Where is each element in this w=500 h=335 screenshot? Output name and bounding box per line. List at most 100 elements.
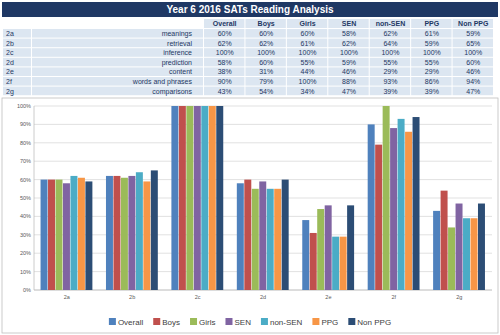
data-cell	[453, 58, 493, 67]
data-cell	[287, 48, 327, 57]
data-cell	[204, 67, 244, 76]
grid-line	[34, 106, 492, 107]
cell-value: 86%	[425, 78, 439, 85]
bar	[405, 132, 412, 290]
header-cell	[287, 19, 327, 28]
row-label: meanings	[162, 30, 193, 38]
cell-value: 29%	[425, 68, 439, 75]
grid-line	[34, 142, 492, 143]
bar	[463, 218, 470, 290]
code-cell	[3, 39, 31, 48]
column-header: Boys	[258, 20, 275, 28]
x-tick-label: 2f	[392, 294, 397, 300]
bar	[478, 204, 485, 290]
data-cell	[204, 39, 244, 48]
legend-label: Boys	[162, 318, 180, 327]
y-tick-label: 50%	[20, 195, 31, 201]
legend-item: non-SEN	[261, 318, 303, 327]
column-header: Non PPG	[458, 20, 489, 27]
data-cell	[245, 58, 285, 67]
header-cell	[411, 19, 451, 28]
header-cell	[328, 19, 368, 28]
row-label: content	[169, 68, 192, 75]
bar	[121, 178, 128, 290]
label-cell	[32, 48, 203, 57]
data-cell	[245, 39, 285, 48]
bar	[282, 180, 289, 290]
bar	[78, 178, 85, 290]
bar	[151, 170, 158, 290]
cell-value: 29%	[383, 68, 397, 75]
cell-value: 46%	[466, 68, 480, 75]
cell-value: 100%	[216, 49, 234, 56]
data-cell	[328, 87, 368, 96]
row-code: 2b	[6, 40, 14, 47]
data-cell	[245, 77, 285, 86]
data-cell	[204, 48, 244, 57]
cell-value: 59%	[425, 40, 439, 47]
cell-value: 58%	[342, 30, 356, 37]
header-cell	[245, 19, 285, 28]
y-tick-label: 10%	[20, 269, 31, 275]
legend-item: SEN	[225, 318, 251, 327]
cell-value: 43%	[218, 88, 232, 95]
bar	[347, 205, 354, 290]
row-label: inference	[163, 49, 192, 56]
data-cell	[370, 39, 410, 48]
data-cell	[411, 29, 451, 38]
data-cell	[328, 39, 368, 48]
bar	[274, 189, 281, 290]
legend-label: SEN	[234, 318, 251, 327]
code-cell	[3, 29, 31, 38]
bar	[375, 145, 382, 290]
legend-item: PPG	[312, 318, 338, 327]
cell-value: 61%	[425, 30, 439, 37]
bar	[194, 106, 201, 290]
bar	[186, 106, 193, 290]
y-tick-label: 60%	[20, 177, 31, 183]
code-cell	[3, 67, 31, 76]
cell-value: 34%	[301, 88, 315, 95]
bar	[171, 106, 178, 290]
bar	[310, 233, 317, 290]
legend-item: Girls	[190, 318, 215, 327]
data-cell	[328, 48, 368, 57]
data-cell	[411, 77, 451, 86]
chart-frame	[2, 98, 498, 333]
data-cell	[411, 48, 451, 57]
y-tick-label: 0%	[23, 287, 31, 293]
cell-value: 60%	[301, 30, 315, 37]
cell-value: 64%	[383, 40, 397, 47]
data-cell	[370, 67, 410, 76]
cell-value: 39%	[425, 88, 439, 95]
data-cell	[370, 29, 410, 38]
bar	[413, 117, 420, 290]
x-tick-label: 2e	[325, 294, 331, 300]
bar	[398, 119, 405, 290]
data-cell	[204, 29, 244, 38]
cell-value: 100%	[299, 78, 317, 85]
legend-swatch	[153, 318, 160, 325]
x-tick-label: 2g	[456, 294, 462, 300]
data-cell	[287, 67, 327, 76]
bar	[267, 189, 274, 290]
y-axis: 0%10%20%30%40%50%60%70%80%90%100%	[17, 103, 492, 293]
legend-label: Girls	[199, 318, 215, 327]
legend-swatch	[348, 318, 355, 325]
label-cell	[32, 58, 203, 67]
row-code: 2a	[6, 30, 14, 37]
cell-value: 60%	[259, 30, 273, 37]
cell-value: 62%	[342, 40, 356, 47]
cell-value: 100%	[340, 49, 358, 56]
label-cell	[32, 29, 203, 38]
bar	[456, 204, 463, 290]
bar	[201, 106, 208, 290]
cell-value: 55%	[301, 59, 315, 66]
data-cell	[411, 58, 451, 67]
code-cell	[3, 87, 31, 96]
row-label: retrieval	[167, 40, 192, 47]
legend-swatch	[225, 318, 232, 325]
bar	[179, 106, 186, 290]
data-cell	[245, 87, 285, 96]
bar	[302, 220, 309, 290]
